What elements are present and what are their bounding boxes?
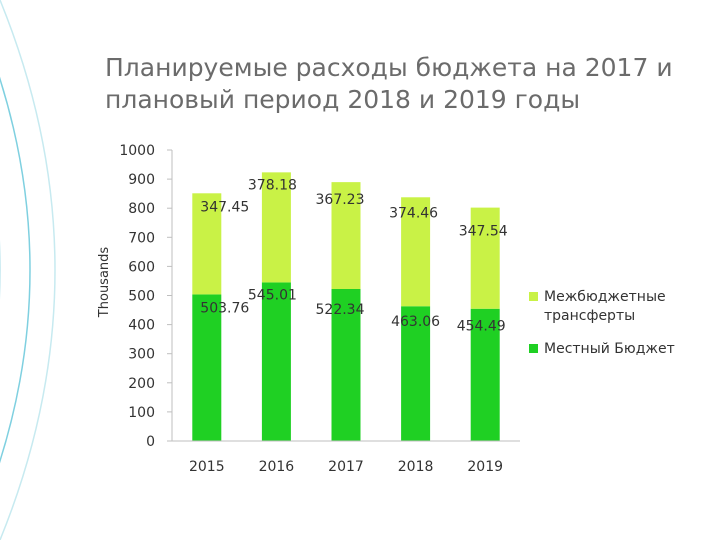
x-tick-label: 2016 [259, 459, 295, 475]
data-label: 367.23 [316, 192, 365, 208]
data-label: 522.34 [316, 302, 365, 318]
legend-swatch [529, 292, 538, 301]
y-tick-label: 100 [128, 405, 155, 421]
bars: 503.76 347.45 545.01 378.18 522.34 367.23 463.… [192, 172, 508, 441]
data-label: 503.76 [200, 300, 249, 316]
data-label: 454.49 [457, 319, 506, 335]
data-label: 374.46 [389, 205, 438, 221]
y-tick-label: 300 [128, 347, 155, 363]
x-tick-label: 2015 [189, 459, 225, 475]
y-axis: 0 100 200 300 400 500 600 700 800 900 1000 Thousand… [97, 143, 173, 450]
bar-2016-local [261, 282, 291, 441]
bar-2015-local [192, 294, 222, 441]
y-tick-label: 0 [146, 434, 155, 450]
x-tick-label: 2019 [467, 459, 503, 475]
x-axis: 2015 2016 2017 2018 2019 [172, 440, 520, 475]
y-tick-label: 200 [128, 376, 155, 392]
y-tick-label: 400 [128, 318, 155, 334]
data-label: 378.18 [248, 177, 297, 193]
bar-2018-transfers [401, 197, 431, 307]
data-label: 347.45 [200, 199, 249, 215]
bar-2016-transfers [261, 172, 291, 283]
decorative-arcs [0, 0, 56, 540]
bar-2017-local [331, 288, 361, 441]
bar-2015-transfers [192, 193, 222, 295]
bar-2017-transfers [331, 182, 361, 289]
data-label: 347.54 [459, 224, 508, 240]
y-tick-label: 600 [128, 259, 155, 275]
y-tick-label: 700 [128, 230, 155, 246]
y-tick-label: 800 [128, 201, 155, 217]
data-label: 463.06 [391, 314, 440, 330]
x-tick-label: 2017 [328, 459, 364, 475]
page-title: Планируемые расходы бюджета на 2017 и пл… [105, 53, 673, 114]
legend-label: Местный Бюджет [544, 341, 675, 357]
bar-2018-local [401, 306, 431, 441]
x-tick-label: 2018 [398, 459, 434, 475]
y-tick-label: 500 [128, 289, 155, 305]
y-tick-label: 900 [128, 172, 155, 188]
legend-swatch [529, 344, 538, 353]
y-axis-title: Thousands [97, 247, 112, 319]
legend: Межбюджетные трансферты Местный Бюджет [529, 289, 675, 357]
legend-label: Межбюджетные трансферты [544, 289, 666, 324]
data-label: 545.01 [248, 287, 297, 303]
y-tick-label: 1000 [119, 143, 155, 159]
bar-2019-transfers [470, 207, 500, 309]
bar-2019-local [470, 308, 500, 441]
